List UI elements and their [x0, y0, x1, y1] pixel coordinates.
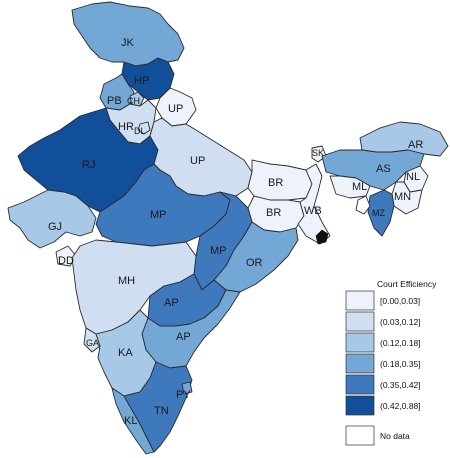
state-regions	[7, 1, 449, 455]
legend-title: Court Efficiency	[377, 279, 437, 289]
legend-item: (0.03,0.12]	[345, 311, 421, 332]
legend-label: (0.12,0.18]	[380, 338, 421, 348]
label-hr: HR	[118, 121, 134, 133]
label-jk: JK	[121, 37, 135, 49]
label-mh: MH	[118, 275, 135, 287]
label-mn: MN	[394, 191, 411, 203]
state-py	[181, 381, 193, 395]
label-nl: NL	[406, 171, 420, 183]
legend-item: (0.35,0.42]	[345, 374, 421, 395]
state-dl	[137, 121, 151, 135]
label-uk: UP	[168, 103, 183, 115]
legend-label: (0.35,0.42]	[380, 380, 421, 390]
label-dl: DL	[134, 126, 146, 136]
label-sk: SK	[312, 148, 324, 158]
legend-label: (0.18,0.35]	[380, 359, 421, 369]
legend-item: No data	[345, 425, 410, 446]
state-mz	[367, 189, 395, 237]
label-mp: MP	[150, 209, 167, 221]
label-br: BR	[268, 177, 283, 189]
label-cg: MP	[210, 245, 227, 257]
legend-swatch	[345, 425, 375, 446]
label-as: AS	[376, 163, 391, 175]
label-hp: HP	[134, 75, 149, 87]
label-jh: BR	[266, 207, 281, 219]
state-or	[213, 221, 299, 293]
coastal-dark-detail	[315, 229, 329, 245]
label-or: OR	[246, 257, 263, 269]
legend-item: [0.00,0.03]	[345, 290, 420, 311]
label-ar: AR	[408, 139, 423, 151]
legend-swatch	[345, 290, 375, 311]
legend-swatch	[345, 374, 375, 395]
label-rj: RJ	[82, 159, 95, 171]
legend-item: (0.12,0.18]	[345, 332, 421, 353]
state-wb	[297, 163, 331, 245]
state-tr	[355, 195, 371, 215]
label-py: PY	[176, 389, 191, 401]
label-dd: DD	[58, 255, 74, 267]
legend-swatch	[345, 332, 375, 353]
label-pb: PB	[107, 95, 122, 107]
legend-label: [0.00,0.03]	[380, 296, 420, 306]
state-labels: JK HP PB CH UP HR DL RJ UP BR BR WB SK G…	[48, 37, 423, 427]
label-ch: CH	[127, 96, 140, 106]
legend-swatch	[345, 311, 375, 332]
legend-label: (0.03,0.12]	[380, 317, 421, 327]
legend-label: No data	[380, 431, 410, 441]
legend-swatch	[345, 395, 375, 416]
label-tn: TN	[154, 405, 169, 417]
legend-item: (0.42,0.88]	[345, 395, 421, 416]
state-ml	[329, 175, 371, 199]
label-tg: AP	[176, 331, 191, 343]
label-ka: KA	[118, 347, 133, 359]
state-uk	[155, 87, 197, 127]
label-ap: AP	[164, 297, 179, 309]
legend-swatch	[345, 353, 375, 374]
label-wb: WB	[304, 205, 322, 217]
legend-item: (0.18,0.35]	[345, 353, 421, 374]
state-tn	[123, 361, 193, 453]
label-up: UP	[190, 155, 205, 167]
map-legend: Court Efficiency [0.00,0.03] (0.03,0.12]…	[345, 279, 437, 446]
label-kl: KL	[124, 415, 137, 427]
label-ml: ML	[352, 181, 367, 193]
state-br	[247, 159, 313, 201]
legend-label: (0.42,0.88]	[380, 401, 421, 411]
state-gj	[7, 189, 97, 249]
label-gj: GJ	[48, 221, 62, 233]
label-mz: MZ	[372, 208, 385, 218]
label-ga: GA	[86, 338, 99, 348]
